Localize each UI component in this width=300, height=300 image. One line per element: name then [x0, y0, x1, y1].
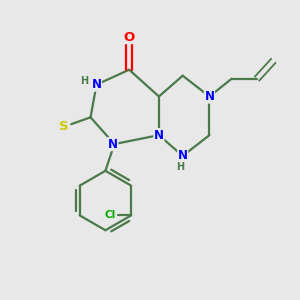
- Text: H: H: [80, 76, 88, 86]
- Text: S: S: [59, 120, 69, 133]
- Text: N: N: [204, 90, 214, 103]
- Text: O: O: [124, 31, 135, 44]
- Text: Cl: Cl: [105, 210, 116, 220]
- Text: N: N: [92, 78, 101, 91]
- Text: H: H: [176, 162, 184, 172]
- Text: N: N: [154, 129, 164, 142]
- Text: N: N: [178, 149, 188, 162]
- Text: N: N: [108, 138, 118, 151]
